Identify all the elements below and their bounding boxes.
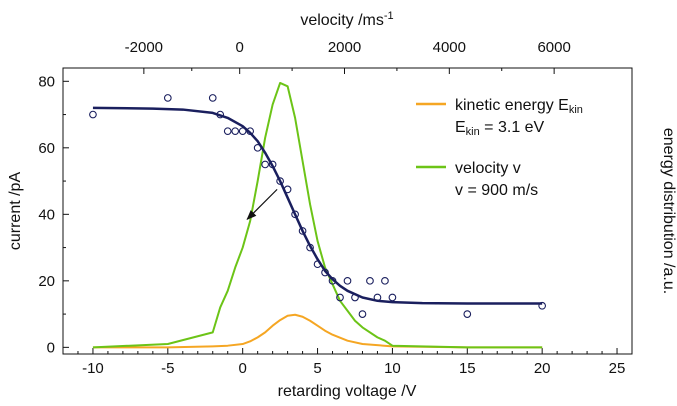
x-bottom-tick-label: 0 <box>239 360 247 377</box>
data-point <box>231 127 240 136</box>
left-axis-ticks: 0 20 40 60 80 <box>38 73 69 356</box>
kinetic-energy-curve <box>92 313 543 349</box>
legend: kinetic energy Ekin Ekin = 3.1 eV veloci… <box>416 97 583 199</box>
x-axis-top-title: velocity /ms-1 <box>300 10 393 29</box>
y-left-tick-label: 0 <box>47 339 55 356</box>
data-point <box>358 310 367 318</box>
data-point <box>343 276 352 285</box>
legend-ke-name: kinetic energy E <box>455 97 569 114</box>
x-axis-bottom-title: retarding voltage /V <box>278 383 417 400</box>
x-top-tick-label: 0 <box>236 39 244 56</box>
data-point <box>208 94 217 102</box>
data-point <box>283 185 292 194</box>
legend-label-kinetic-energy: kinetic energy Ekin <box>455 97 583 116</box>
legend-label-velocity: velocity v <box>455 160 521 177</box>
data-point <box>321 268 329 277</box>
x-top-tick-label: 2000 <box>328 39 361 56</box>
data-point <box>216 110 225 119</box>
data-point <box>313 260 322 269</box>
y-axis-left-title: current /pA <box>7 172 24 251</box>
x-bottom-tick-label: 20 <box>534 360 551 377</box>
annotation-group <box>246 188 278 221</box>
data-point <box>268 160 277 169</box>
legend-ke-name-sub: kin <box>569 104 583 116</box>
data-point <box>163 94 172 102</box>
legend-detail-kinetic-energy: Ekin = 3.1 eV <box>455 119 545 138</box>
x-top-tick-label: -2000 <box>125 39 163 56</box>
x-bottom-tick-label: 5 <box>313 360 321 377</box>
data-point <box>253 143 262 152</box>
x-axis-top-title-sup: -1 <box>384 10 394 22</box>
plot-area <box>89 81 547 349</box>
data-point <box>336 293 344 302</box>
data-point <box>298 227 307 235</box>
data-point <box>538 301 547 310</box>
x-axis-top-title-main: velocity /ms <box>300 12 384 29</box>
y-left-tick-label: 60 <box>38 140 55 157</box>
bottom-axis-ticks: -10 -5 0 5 10 15 20 25 <box>77 348 633 377</box>
data-point <box>246 127 255 136</box>
data-point <box>261 160 269 169</box>
y-left-tick-label: 80 <box>38 73 55 90</box>
data-point <box>373 293 382 302</box>
legend-ke-detail-sub: kin <box>466 126 480 138</box>
y-axis-right-title: energy distribution /a.u. <box>660 128 677 294</box>
data-point <box>388 293 397 302</box>
legend-ke-detail: E <box>455 119 466 136</box>
series-group <box>89 81 547 349</box>
data-point <box>351 293 359 302</box>
x-bottom-tick-label: -10 <box>82 360 104 377</box>
data-point <box>291 210 299 219</box>
data-point <box>306 243 314 252</box>
data-point <box>238 127 247 136</box>
x-bottom-tick-label: -5 <box>161 360 174 377</box>
x-top-tick-label: 6000 <box>537 39 570 56</box>
top-axis-ticks: -2000 0 2000 4000 6000 <box>125 39 571 74</box>
x-bottom-tick-label: 10 <box>384 360 401 377</box>
data-point <box>463 310 472 318</box>
annotation-arrow <box>246 188 278 221</box>
x-top-tick-label: 4000 <box>433 39 466 56</box>
y-left-tick-label: 40 <box>38 206 55 223</box>
x-bottom-tick-label: 25 <box>609 360 626 377</box>
data-point <box>381 276 389 285</box>
data-point <box>276 177 284 185</box>
data-point <box>223 127 232 136</box>
velocity-curve <box>92 81 543 349</box>
data-point <box>366 276 374 285</box>
y-left-tick-label: 20 <box>38 273 55 290</box>
legend-ke-detail-rest: = 3.1 eV <box>480 119 545 136</box>
legend-detail-velocity: v = 900 m/s <box>455 182 538 199</box>
data-point <box>89 110 97 119</box>
x-bottom-tick-label: 15 <box>459 360 476 377</box>
data-point <box>328 276 337 285</box>
